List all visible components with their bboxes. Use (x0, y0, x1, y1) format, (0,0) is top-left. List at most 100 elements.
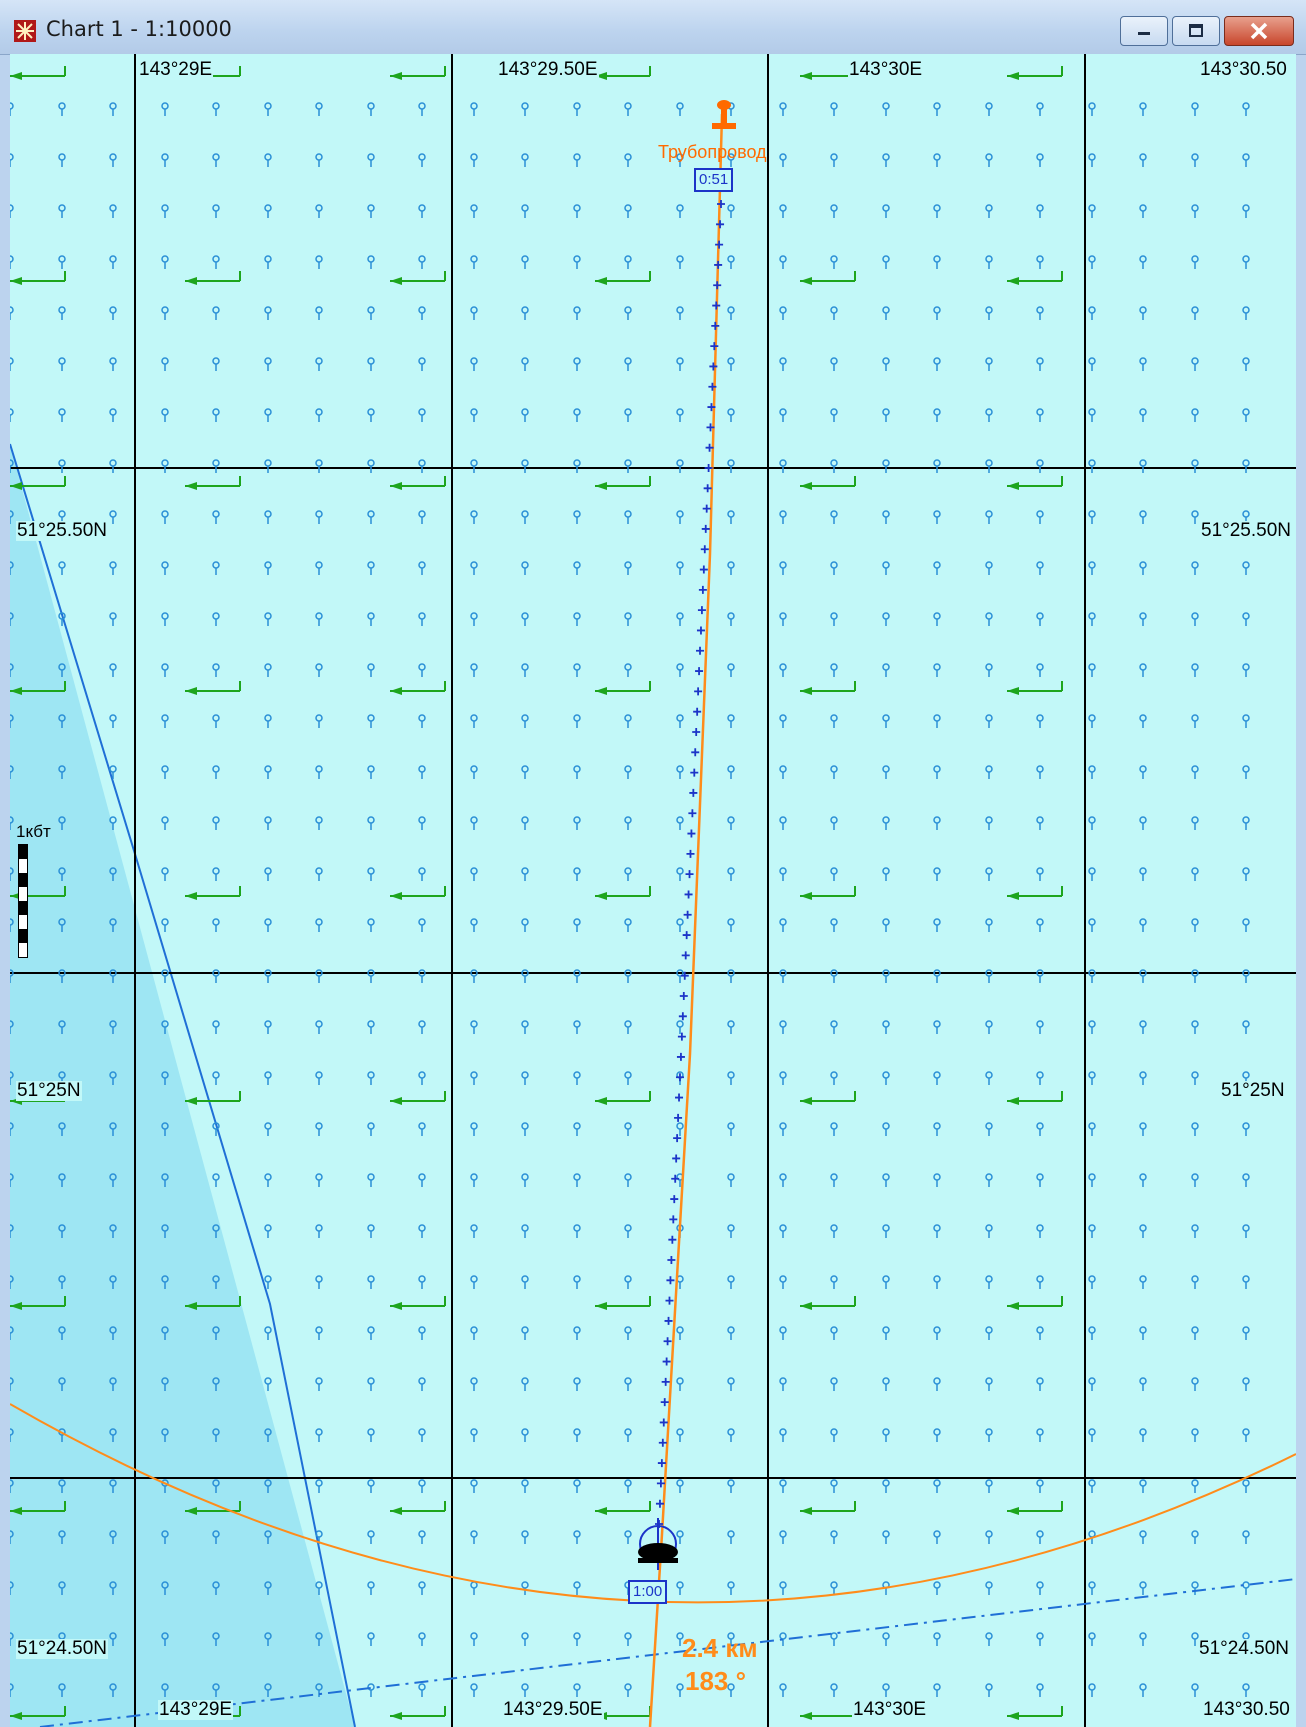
depth-marker-icon (1191, 306, 1199, 320)
depth-marker-icon (779, 255, 787, 269)
depth-marker-icon (1242, 663, 1250, 677)
minimize-button[interactable] (1120, 16, 1168, 46)
depth-marker-icon (573, 1071, 581, 1085)
track-mark (685, 870, 694, 879)
depth-marker-icon (830, 459, 838, 473)
current-arrow-icon (800, 886, 856, 900)
depth-marker-icon (315, 1479, 323, 1493)
depth-marker-icon (830, 969, 838, 983)
depth-marker-icon (779, 561, 787, 575)
depth-marker-icon (161, 1326, 169, 1340)
depth-marker-icon (521, 1122, 529, 1136)
depth-marker-icon (212, 1020, 220, 1034)
depth-marker-icon (367, 204, 375, 218)
current-arrow-icon (1007, 886, 1063, 900)
depth-marker-icon (161, 765, 169, 779)
current-arrows (10, 66, 1063, 1720)
depth-marker-icon (985, 1275, 993, 1289)
depth-marker-icon (933, 612, 941, 626)
depth-marker-icon (1242, 1224, 1250, 1238)
depth-marker-icon (212, 255, 220, 269)
depth-marker-icon (521, 1173, 529, 1187)
depth-marker-icon (779, 306, 787, 320)
depth-marker-icon (212, 816, 220, 830)
depth-marker-icon (624, 459, 632, 473)
depth-marker-icon (212, 969, 220, 983)
track-mark (656, 1479, 665, 1488)
target-buoy-icon[interactable] (712, 100, 736, 129)
depth-marker-icon (1088, 153, 1096, 167)
depth-marker-icon (985, 1632, 993, 1646)
vessel-icon[interactable] (638, 1518, 678, 1570)
depth-marker-icon (1036, 255, 1044, 269)
depth-marker-icon (1139, 1581, 1147, 1595)
depth-marker-icon (109, 816, 117, 830)
depth-marker-icon (882, 1275, 890, 1289)
depth-marker-icon (830, 1224, 838, 1238)
depth-marker-icon (830, 510, 838, 524)
current-arrow-icon (1007, 271, 1063, 285)
track-mark (682, 931, 691, 940)
depth-marker-icon (1036, 1683, 1044, 1697)
depth-marker-icon (367, 408, 375, 422)
depth-marker-icon (10, 1683, 14, 1697)
depth-marker-icon (1191, 255, 1199, 269)
depth-marker-icon (624, 1479, 632, 1493)
title-bar[interactable]: Chart 1 - 1:10000 (0, 0, 1306, 55)
current-arrow-icon (595, 271, 651, 285)
depth-marker-icon (624, 918, 632, 932)
track-mark (690, 768, 699, 777)
depth-marker-icon (727, 1275, 735, 1289)
depth-marker-icon (418, 1428, 426, 1442)
depth-marker-icon (830, 1020, 838, 1034)
depth-marker-icon (624, 1173, 632, 1187)
depth-marker-icon (1088, 255, 1096, 269)
depth-marker-icon (727, 1071, 735, 1085)
depth-marker-icon (470, 1479, 478, 1493)
depth-marker-icon (985, 153, 993, 167)
depth-marker-icon (676, 816, 684, 830)
close-button[interactable] (1224, 16, 1294, 46)
depth-marker-icon (1191, 765, 1199, 779)
depth-marker-icon (470, 408, 478, 422)
maximize-button[interactable] (1172, 16, 1220, 46)
depth-marker-icon (109, 1326, 117, 1340)
depth-marker-icon (58, 1275, 66, 1289)
depth-marker-icon (418, 1683, 426, 1697)
depth-marker-icon (1191, 1581, 1199, 1595)
depth-marker-icon (521, 1275, 529, 1289)
depth-marker-icon (727, 1224, 735, 1238)
depth-marker-icon (933, 765, 941, 779)
depth-marker-icon (58, 1020, 66, 1034)
depth-marker-icon (985, 714, 993, 728)
depth-marker-icon (882, 1122, 890, 1136)
nautical-chart[interactable]: 143°29E 143°29.50E 143°30E 143°30.50 143… (10, 54, 1296, 1727)
depth-marker-icon (470, 1530, 478, 1544)
depth-marker-icon (264, 204, 272, 218)
depth-marker-icon (830, 255, 838, 269)
target-time-box: 0:51 (694, 168, 734, 192)
depth-marker-icon (727, 612, 735, 626)
depth-marker-icon (264, 1173, 272, 1187)
depth-marker-icon (573, 1275, 581, 1289)
depth-marker-icon (264, 459, 272, 473)
chart-canvas[interactable] (10, 54, 1296, 1727)
depth-marker-icon (933, 1632, 941, 1646)
depth-marker-icon (779, 612, 787, 626)
depth-marker-icon (1088, 561, 1096, 575)
depth-marker-icon (933, 663, 941, 677)
current-arrow-icon (390, 681, 446, 695)
depth-marker-icon (1242, 714, 1250, 728)
depth-marker-icon (1191, 1224, 1199, 1238)
depth-marker-icon (624, 969, 632, 983)
depth-marker-icon (933, 1377, 941, 1391)
track-mark (671, 1174, 680, 1183)
depth-marker-icon (985, 102, 993, 116)
depth-marker-icon (264, 1581, 272, 1595)
depth-marker-icon (933, 306, 941, 320)
depth-marker-icon (727, 306, 735, 320)
depth-marker-icon (470, 1020, 478, 1034)
depth-marker-icon (161, 306, 169, 320)
target-label: Трубопровод (658, 142, 767, 162)
depth-marker-icon (367, 612, 375, 626)
